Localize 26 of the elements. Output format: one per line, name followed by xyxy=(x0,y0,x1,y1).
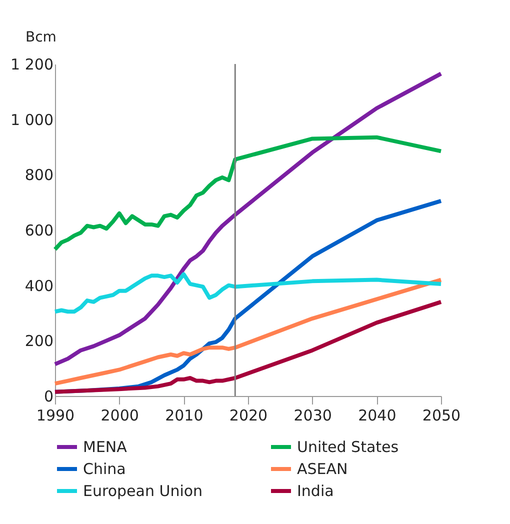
y-tick-label: 600 xyxy=(24,222,54,240)
line-series xyxy=(53,272,443,314)
legend-label: ASEAN xyxy=(297,460,348,478)
legend-label: European Union xyxy=(83,482,203,500)
y-tick-label: 200 xyxy=(24,332,54,350)
line-series xyxy=(53,135,443,252)
line-series xyxy=(53,300,443,394)
x-tick-label: 2000 xyxy=(100,406,139,424)
y-tick-label: 800 xyxy=(24,166,54,184)
x-tick-label: 2020 xyxy=(229,406,268,424)
legend-label: India xyxy=(297,482,334,500)
x-tick-label: 2050 xyxy=(422,406,461,424)
y-tick-label: 400 xyxy=(24,276,54,295)
y-axis-title: Bcm xyxy=(26,30,56,46)
x-tick-label: 1990 xyxy=(36,406,75,424)
legend-label: United States xyxy=(297,438,399,456)
line-series xyxy=(53,72,443,366)
y-tick-label: 1 000 xyxy=(10,110,54,129)
line-series xyxy=(53,278,443,386)
x-tick-label: 2010 xyxy=(165,406,204,424)
legend-label: MENA xyxy=(83,438,128,456)
y-tick-label: 0 xyxy=(44,388,54,406)
y-tick-label: 1 200 xyxy=(10,56,54,74)
legend-label: China xyxy=(83,460,126,478)
x-tick-label: 2040 xyxy=(358,406,396,424)
x-tick-label: 2030 xyxy=(294,406,332,424)
